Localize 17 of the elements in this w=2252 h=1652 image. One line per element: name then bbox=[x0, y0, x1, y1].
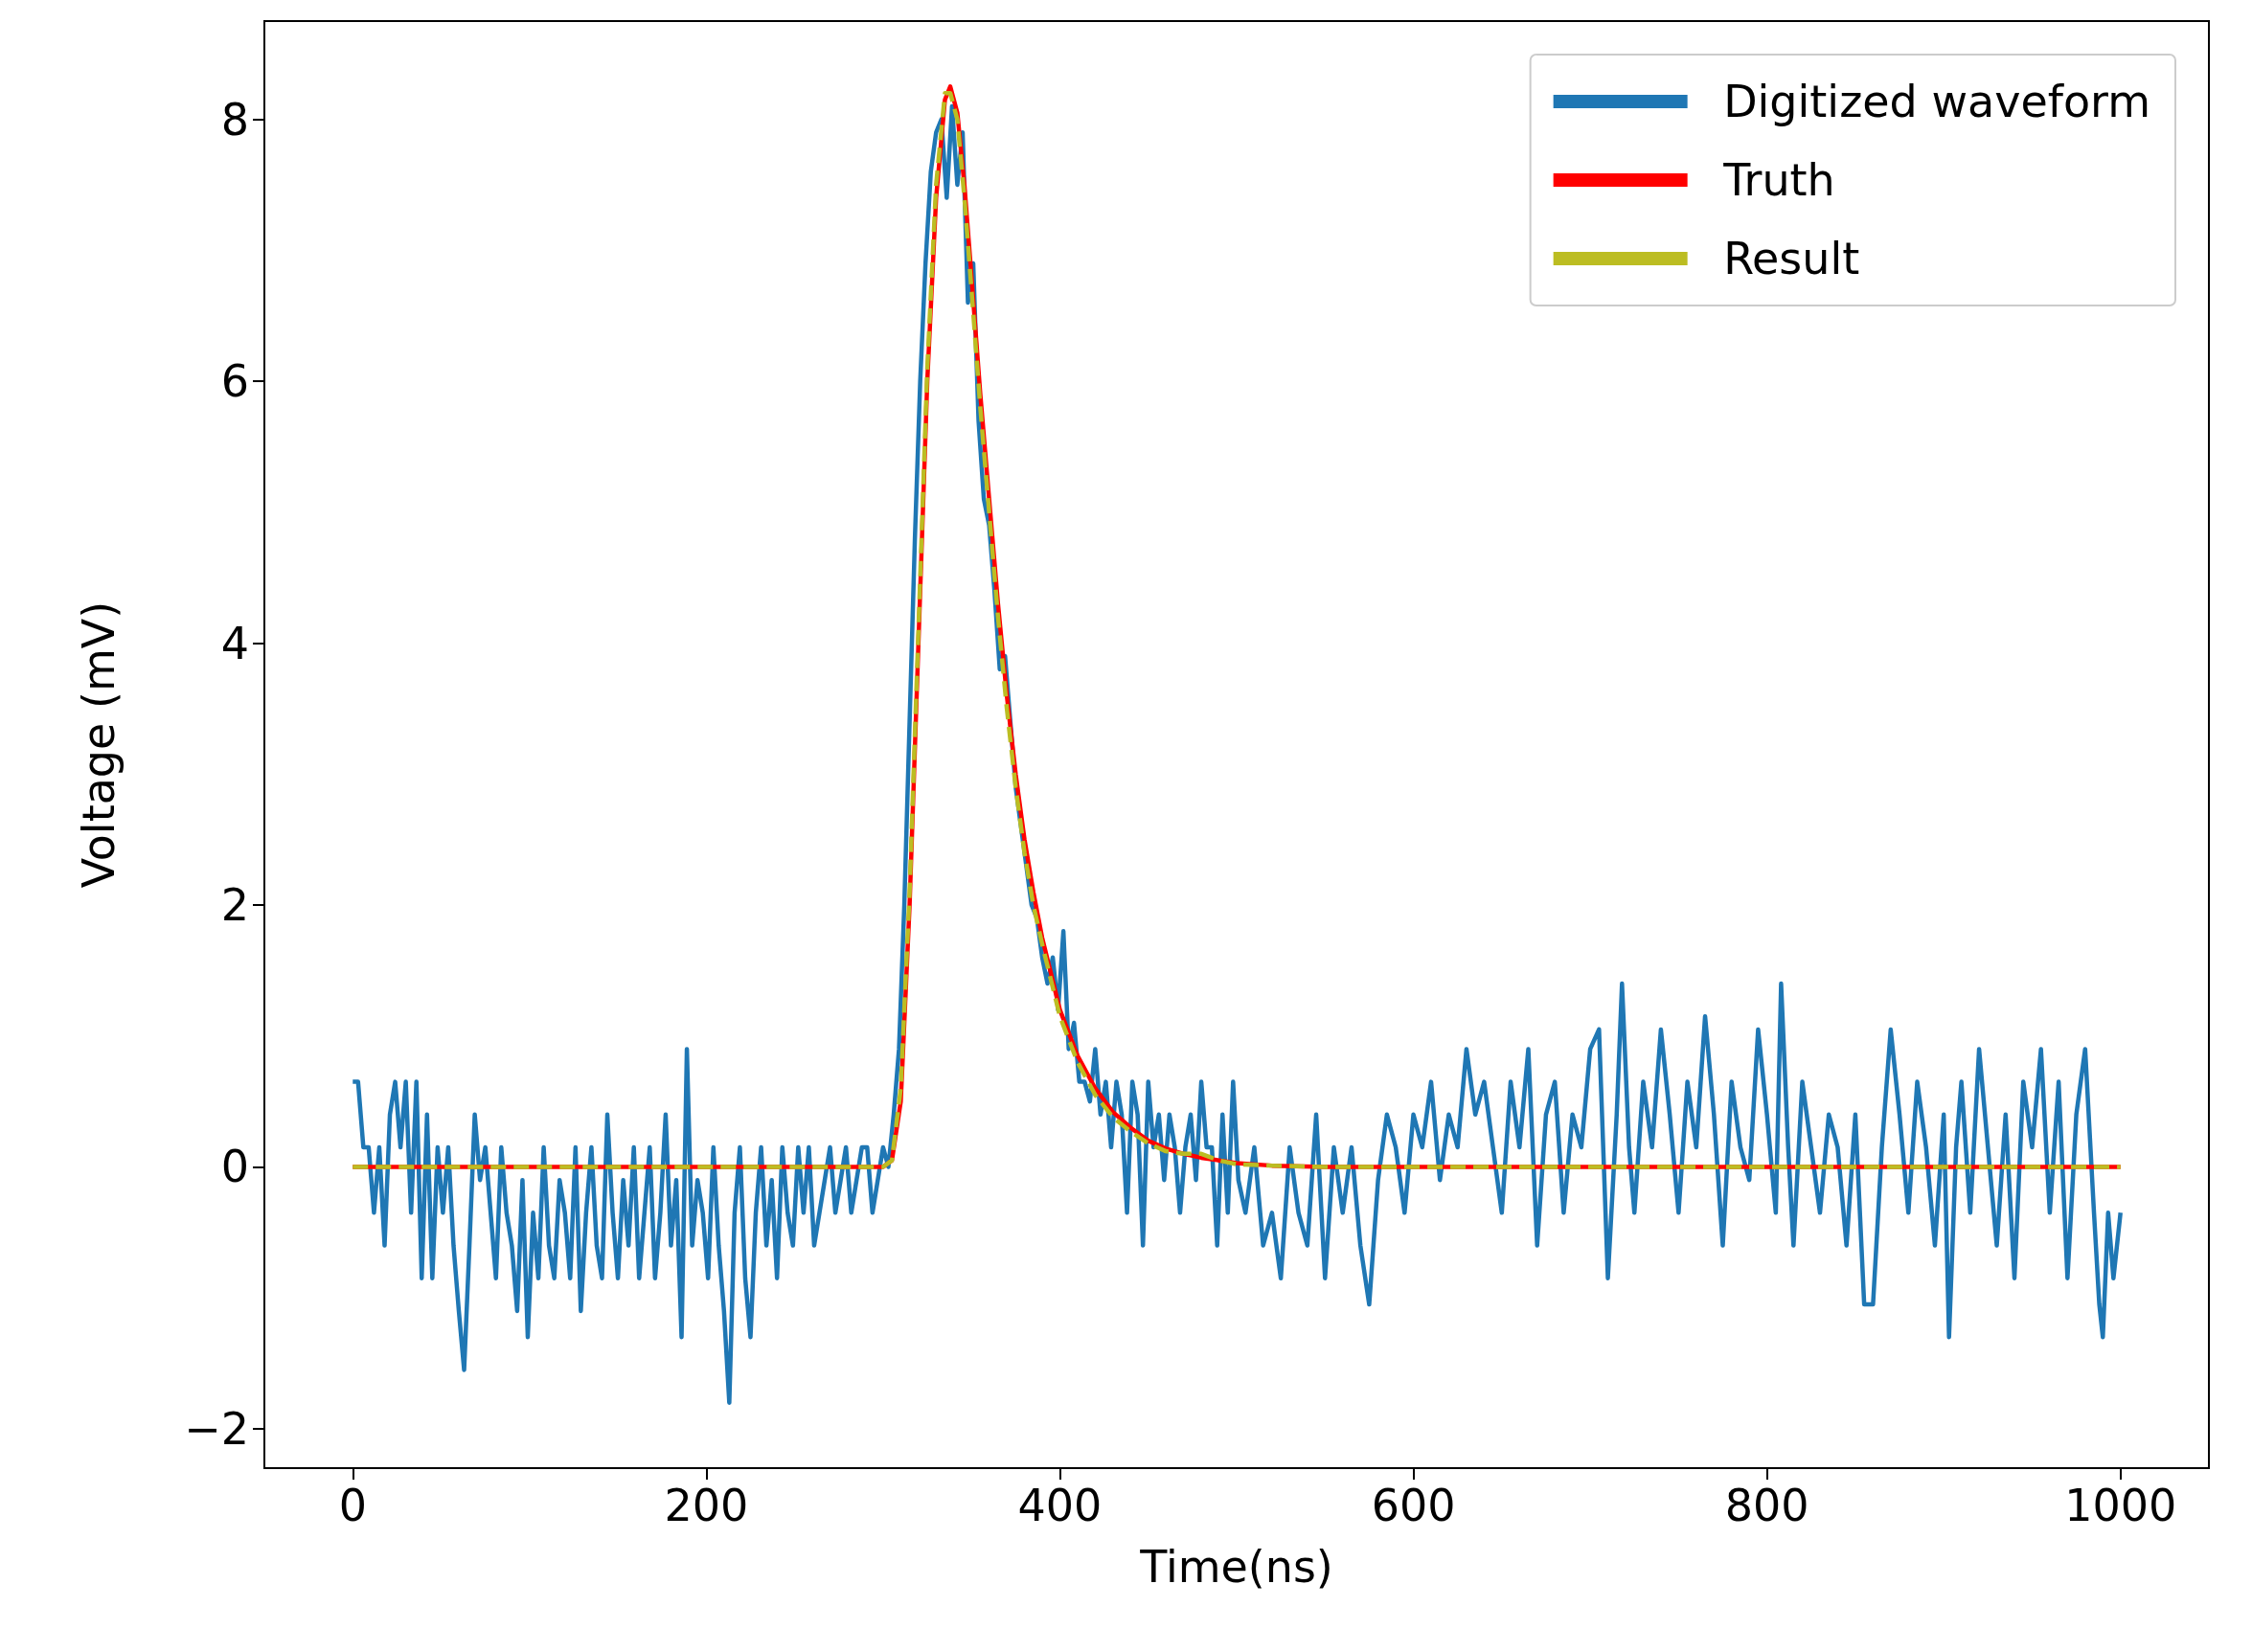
x-tick-label: 800 bbox=[1724, 1480, 1809, 1531]
x-tick-label: 400 bbox=[1017, 1480, 1103, 1531]
x-tick-label: 600 bbox=[1371, 1480, 1456, 1531]
legend-label: Result bbox=[1723, 233, 1860, 284]
legend-label: Truth bbox=[1722, 154, 1835, 206]
legend-label: Digitized waveform bbox=[1723, 76, 2151, 127]
y-tick-label: −2 bbox=[184, 1402, 249, 1455]
x-tick-label: 200 bbox=[664, 1480, 749, 1531]
x-tick-label: 0 bbox=[338, 1480, 367, 1531]
x-tick-label: 1000 bbox=[2064, 1480, 2177, 1531]
y-tick-label: 4 bbox=[220, 617, 249, 669]
y-tick-label: 0 bbox=[220, 1141, 249, 1193]
y-axis-title: Voltage (mV) bbox=[73, 600, 125, 889]
y-tick-label: 6 bbox=[220, 355, 249, 408]
y-tick-label: 8 bbox=[220, 93, 249, 146]
x-axis-title: Time(ns) bbox=[1139, 1541, 1333, 1593]
y-tick-label: 2 bbox=[220, 879, 249, 932]
